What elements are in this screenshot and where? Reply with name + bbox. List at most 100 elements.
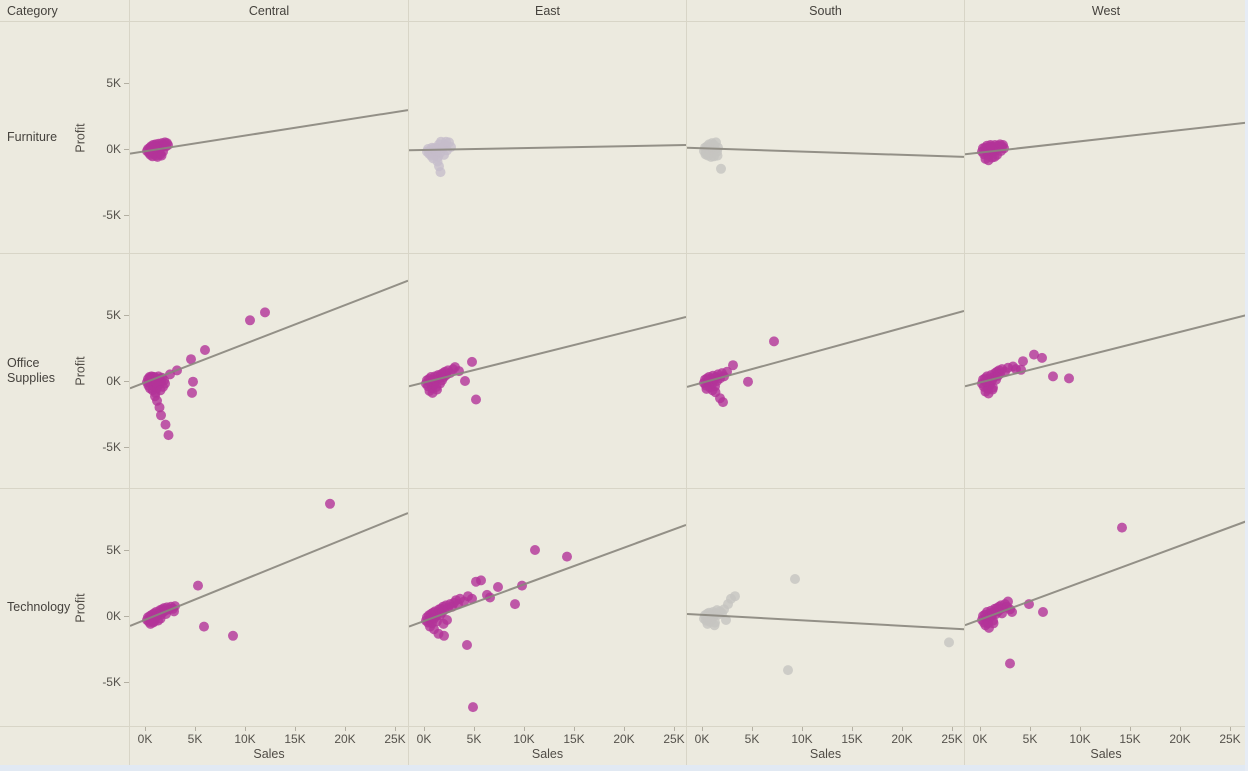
data-point[interactable] <box>186 354 196 365</box>
data-point[interactable] <box>1018 356 1028 367</box>
trend-line[interactable] <box>409 144 686 152</box>
data-point[interactable] <box>156 150 167 161</box>
data-point[interactable] <box>988 618 999 629</box>
data-point[interactable] <box>154 402 165 413</box>
data-point[interactable] <box>716 163 726 174</box>
scatter-panel-technology-central[interactable] <box>130 489 409 726</box>
trend-line[interactable] <box>409 523 686 628</box>
data-point[interactable] <box>783 665 793 676</box>
data-point[interactable] <box>156 410 166 421</box>
data-point[interactable] <box>730 591 740 602</box>
data-point[interactable] <box>985 140 996 150</box>
scatter-panel-furniture-east[interactable] <box>409 22 687 253</box>
data-point[interactable] <box>471 394 481 405</box>
row-label-furniture[interactable]: Furniture <box>7 130 58 144</box>
data-point[interactable] <box>1037 352 1047 363</box>
data-point[interactable] <box>188 376 198 387</box>
data-point[interactable] <box>1048 371 1058 382</box>
trend-line[interactable] <box>965 520 1247 627</box>
trend-line[interactable] <box>687 146 964 158</box>
data-point[interactable] <box>1005 658 1015 669</box>
row-label-office-supplies[interactable]: Office Supplies <box>7 356 55 385</box>
data-point[interactable] <box>193 580 203 591</box>
data-point[interactable] <box>467 356 477 367</box>
scatter-panel-technology-east[interactable] <box>409 489 687 726</box>
data-point[interactable] <box>431 381 442 392</box>
x-axis-row: Sales 0K 5K 10K 15K 20K 25K Sales 0K 5K 10K 15K 2… <box>0 727 1248 765</box>
data-point[interactable] <box>728 360 738 371</box>
scatter-panel-furniture-west[interactable] <box>965 22 1248 253</box>
data-point[interactable] <box>712 150 723 161</box>
trend-line[interactable] <box>965 121 1247 156</box>
data-point[interactable] <box>718 397 728 408</box>
region-column-header-east[interactable]: East <box>409 0 687 21</box>
data-point[interactable] <box>260 307 270 318</box>
data-point[interactable] <box>721 615 731 625</box>
row-label-technology[interactable]: Technology <box>7 600 71 614</box>
x-tick-label: 25K <box>384 732 406 746</box>
data-point[interactable] <box>701 383 712 394</box>
scatter-panel-technology-west[interactable] <box>965 489 1248 726</box>
data-point[interactable] <box>200 345 210 355</box>
x-axis-south: Sales 0K 5K 10K 15K 20K 25K <box>687 727 965 765</box>
data-point[interactable] <box>510 599 520 610</box>
data-point[interactable] <box>1038 607 1048 617</box>
trend-line[interactable] <box>687 613 964 631</box>
data-point[interactable] <box>530 545 540 555</box>
data-point[interactable] <box>790 574 800 584</box>
region-column-header-west[interactable]: West <box>965 0 1248 21</box>
data-point[interactable] <box>562 551 572 562</box>
data-point[interactable] <box>228 630 238 641</box>
trend-line[interactable] <box>130 512 408 627</box>
data-point[interactable] <box>944 637 954 648</box>
data-point[interactable] <box>160 419 171 430</box>
data-point[interactable] <box>149 140 160 151</box>
data-point[interactable] <box>989 151 1000 162</box>
sales-axis-label: Sales <box>1090 747 1122 761</box>
data-point[interactable] <box>467 593 477 604</box>
data-point[interactable] <box>468 702 478 713</box>
data-point[interactable] <box>769 336 779 347</box>
data-point[interactable] <box>245 315 255 326</box>
data-point[interactable] <box>743 376 753 387</box>
data-point[interactable] <box>476 575 486 586</box>
data-point[interactable] <box>1029 349 1039 360</box>
data-point[interactable] <box>713 142 723 153</box>
data-point[interactable] <box>442 615 452 625</box>
data-point[interactable] <box>163 430 174 441</box>
region-column-header-south[interactable]: South <box>687 0 965 21</box>
scatter-panel-office-supplies-south[interactable] <box>687 254 965 488</box>
data-point[interactable] <box>460 376 470 386</box>
scatter-panel-furniture-central[interactable] <box>130 22 409 253</box>
data-point[interactable] <box>462 640 472 650</box>
trend-line[interactable] <box>965 314 1247 388</box>
data-point[interactable] <box>700 149 711 160</box>
scatter-panel-furniture-south[interactable] <box>687 22 965 253</box>
data-point[interactable] <box>441 136 451 147</box>
data-point[interactable] <box>1117 522 1127 533</box>
data-point[interactable] <box>723 599 733 610</box>
data-point[interactable] <box>439 630 449 641</box>
category-field-header[interactable]: Category <box>0 0 130 21</box>
region-column-header-central[interactable]: Central <box>130 0 409 21</box>
data-point[interactable] <box>709 620 720 631</box>
data-point[interactable] <box>199 621 209 632</box>
scatter-panel-office-supplies-central[interactable] <box>130 254 409 488</box>
data-point[interactable] <box>493 582 503 592</box>
data-point[interactable] <box>187 387 197 398</box>
data-point[interactable] <box>435 167 446 178</box>
scatter-panel-office-supplies-east[interactable] <box>409 254 687 488</box>
data-point[interactable] <box>1064 373 1074 384</box>
data-point[interactable] <box>1003 596 1013 607</box>
data-point[interactable] <box>998 140 1008 150</box>
data-point[interactable] <box>987 384 998 395</box>
scatter-panel-office-supplies-west[interactable] <box>965 254 1248 488</box>
data-point[interactable] <box>325 498 335 509</box>
x-tick-label: 10K <box>791 732 813 746</box>
trend-line[interactable] <box>409 316 686 388</box>
trend-line[interactable] <box>687 310 964 388</box>
trend-line[interactable] <box>130 109 408 155</box>
scatter-panel-technology-south[interactable] <box>687 489 965 726</box>
data-point[interactable] <box>428 153 438 164</box>
trend-line[interactable] <box>130 279 408 390</box>
